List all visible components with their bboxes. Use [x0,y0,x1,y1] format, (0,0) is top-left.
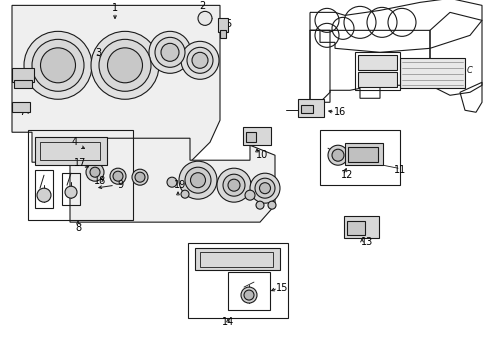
Bar [354,52,399,90]
Text: 3: 3 [95,48,101,58]
Circle shape [90,167,100,177]
Text: C: C [466,66,472,75]
Text: 13: 13 [360,237,372,247]
Ellipse shape [24,31,92,99]
Ellipse shape [181,41,219,79]
Ellipse shape [32,39,84,91]
Text: 5: 5 [224,19,231,30]
Text: 19: 19 [174,180,186,190]
Ellipse shape [217,168,250,202]
Ellipse shape [107,48,142,83]
Bar [297,99,324,117]
Bar [12,102,30,112]
Text: 9: 9 [117,180,123,190]
Circle shape [256,201,264,209]
Bar [200,252,272,267]
Bar [220,30,225,38]
Ellipse shape [192,52,207,68]
Ellipse shape [254,178,274,198]
Circle shape [244,190,254,200]
Bar [227,272,269,310]
Circle shape [37,188,51,202]
Bar [347,147,377,162]
Ellipse shape [99,39,151,91]
Ellipse shape [186,47,213,73]
Text: 1: 1 [112,3,118,13]
Text: 10: 10 [255,150,267,160]
Ellipse shape [149,31,191,73]
Bar [319,130,399,185]
Ellipse shape [91,31,159,99]
Circle shape [65,186,77,198]
Bar [245,132,256,142]
Circle shape [167,177,177,187]
Bar [343,216,378,238]
Bar [195,248,280,270]
Ellipse shape [41,48,75,83]
Text: 11: 11 [393,165,406,175]
Bar [399,58,464,88]
Circle shape [244,290,253,300]
Text: 16: 16 [333,107,346,117]
Text: 18: 18 [94,176,106,186]
Ellipse shape [155,37,184,67]
Text: 14: 14 [222,317,234,327]
Circle shape [110,168,126,184]
Ellipse shape [223,174,244,196]
Circle shape [267,201,275,209]
Bar [62,173,80,205]
Ellipse shape [259,183,270,194]
Bar [345,143,382,165]
Ellipse shape [161,43,179,61]
Text: 6: 6 [19,73,25,83]
Polygon shape [12,5,220,162]
Circle shape [331,149,343,161]
Circle shape [132,169,148,185]
Ellipse shape [249,173,280,203]
Bar [187,243,287,318]
Bar [357,72,396,87]
Ellipse shape [190,173,205,188]
Circle shape [86,163,104,181]
Bar [28,130,133,220]
Polygon shape [70,138,274,222]
Circle shape [198,12,212,25]
Bar [35,137,107,165]
Text: 8: 8 [75,223,81,233]
Circle shape [135,172,145,182]
Bar [346,221,364,235]
Bar [218,18,227,32]
Ellipse shape [184,167,210,193]
Bar [301,105,312,113]
Text: 4: 4 [72,137,78,147]
Ellipse shape [179,161,217,199]
Bar [357,55,396,70]
Text: 15: 15 [275,283,287,293]
Bar [35,170,53,208]
Text: 12: 12 [340,170,352,180]
Text: 2: 2 [199,1,204,12]
Text: 7: 7 [19,107,25,117]
Circle shape [113,171,123,181]
Bar [243,127,270,145]
Text: ON: ON [351,226,360,231]
Circle shape [241,287,257,303]
Ellipse shape [227,179,240,191]
Text: 17: 17 [74,158,86,168]
Bar [12,68,34,82]
Bar [14,80,32,88]
Circle shape [327,145,347,165]
Bar [40,142,100,160]
Circle shape [181,190,189,198]
